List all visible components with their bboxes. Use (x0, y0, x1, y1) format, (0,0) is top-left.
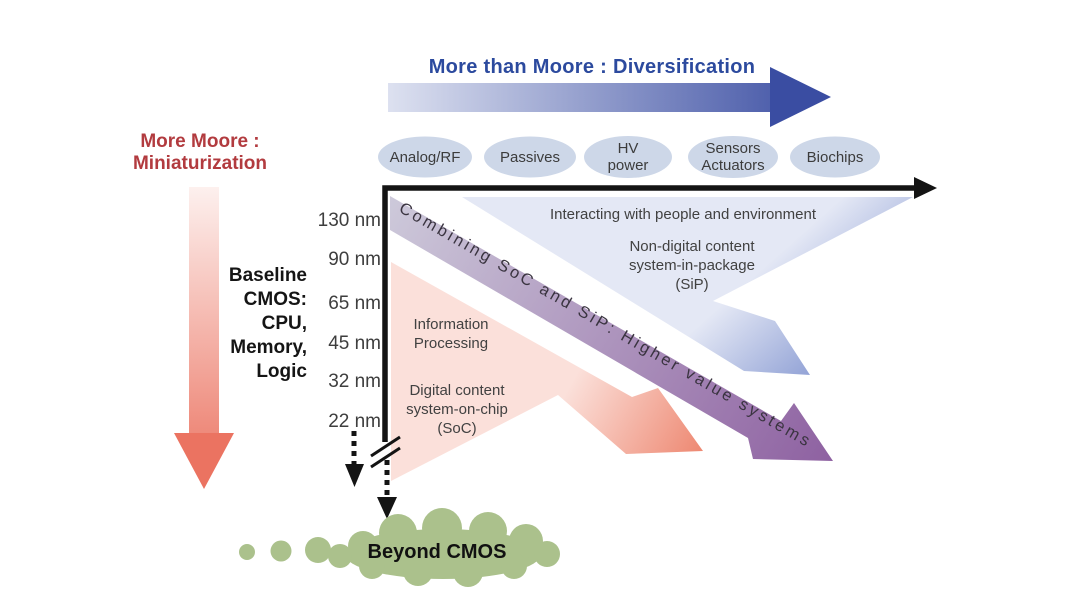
axis-break (370, 435, 401, 469)
thought-dot-1 (239, 544, 255, 560)
axis-tick-22nm: 22 nm (328, 411, 381, 432)
beyond-cmos-cloud (239, 508, 560, 587)
thought-dot-3 (305, 537, 331, 563)
sip-region-arrow (462, 197, 913, 375)
miniaturization-arrow (174, 187, 234, 489)
soc-region-arrow (391, 262, 703, 481)
soc-label: Digital content system-on-chip (SoC) (406, 382, 508, 437)
diversification-title: More than Moore : Diversification (428, 56, 756, 78)
dashed-arrow-center (377, 460, 397, 519)
axis-tick-32nm: 32 nm (328, 371, 381, 392)
sip-label: Non-digital content system-in-package (S… (629, 238, 755, 293)
category-hv-power: HV power (607, 140, 649, 174)
oval-analog-rf (378, 136, 472, 178)
axes (382, 177, 937, 442)
category-ovals (378, 136, 880, 178)
dashed-arrow-left (345, 431, 364, 487)
miniaturization-title: More Moore : Miniaturization (132, 131, 268, 174)
category-biochips: Biochips (806, 149, 864, 166)
oval-passives (484, 136, 576, 178)
axis-tick-65nm: 65 nm (328, 293, 381, 314)
oval-biochips (790, 136, 880, 178)
thought-dot-2 (270, 540, 292, 562)
category-passives: Passives (499, 149, 561, 166)
category-sensors-actuators: Sensors Actuators (701, 140, 765, 174)
information-processing-label: Information Processing (413, 316, 489, 352)
oval-sensors-actuators (688, 136, 778, 178)
beyond-cmos-label: Beyond CMOS (367, 541, 507, 563)
diversification-arrow (388, 67, 831, 127)
axis-tick-90nm: 90 nm (328, 249, 381, 270)
oval-hv-power (584, 136, 672, 178)
axis-tick-45nm: 45 nm (328, 333, 381, 354)
interacting-label: Interacting with people and environment (549, 206, 817, 223)
combining-band-arrow (390, 196, 833, 461)
axis-tick-130nm: 130 nm (317, 210, 381, 231)
category-analog-rf: Analog/RF (389, 149, 461, 166)
baseline-cmos-label: Baseline CMOS: CPU, Memory, Logic (228, 265, 307, 382)
